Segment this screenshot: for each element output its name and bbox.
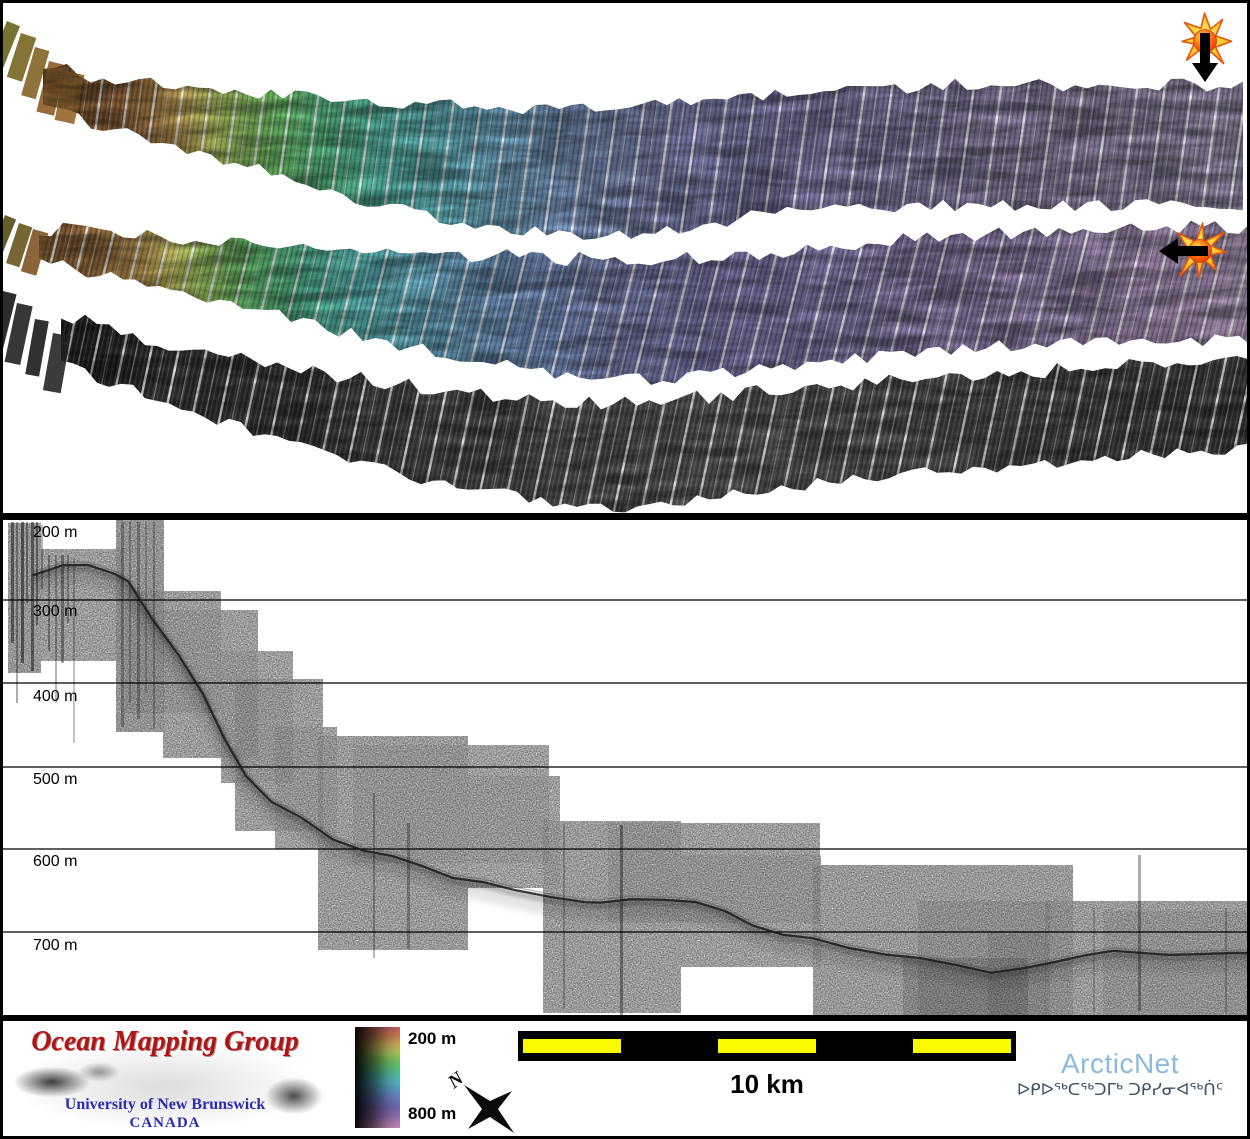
- bathymetry-swath-middle-fragment: [6, 223, 33, 268]
- scale-bar: [518, 1031, 1016, 1061]
- scale-bar-segment-5: [913, 1039, 1011, 1053]
- omg-title: Ocean Mapping Group: [31, 1026, 299, 1057]
- depth-label-200m: 200 m: [33, 524, 78, 541]
- sun-illumination-down-icon: [1181, 12, 1233, 82]
- scale-bar-label: 10 km: [730, 1069, 804, 1099]
- bathymetry-swath-upper-fragment: [3, 20, 20, 75]
- bathymetry-panel: [3, 12, 1247, 513]
- depth-label-300m: 300 m: [33, 603, 78, 620]
- north-arrow-star: [464, 1085, 514, 1133]
- depth-label-600m: 600 m: [33, 853, 78, 870]
- bathymetry-swath-upper-fragment: [21, 47, 50, 100]
- colorbar-top-label: 200 m: [408, 1029, 457, 1048]
- scale-bar-segment-4: [815, 1039, 914, 1053]
- depth-label-500m: 500 m: [33, 771, 78, 788]
- scale-bar-segment-1: [523, 1039, 621, 1053]
- depth-label-400m: 400 m: [33, 688, 78, 705]
- arcticnet-inuktitut-name: ᐅᑭᐅᖅᑕᖅᑐᒥᒃ ᑐᑭᓯᓂᐊᖅᑏᑦ: [1016, 1080, 1224, 1101]
- subbottom-profile-panel: [3, 513, 1247, 1015]
- legend-bar: Ocean Mapping Group University of New Br…: [3, 1015, 1247, 1136]
- sun-illumination-left-icon: [1159, 222, 1227, 279]
- panel-divider-top: [3, 513, 1247, 520]
- arcticnet-title: ArcticNet: [1060, 1048, 1180, 1079]
- depth-label-700m: 700 m: [33, 937, 78, 954]
- scale-bar-segment-3: [718, 1039, 816, 1053]
- sun-illumination-icons: [1159, 12, 1233, 279]
- backscatter-swath-fragment: [4, 303, 33, 366]
- bathymetry-swath-middle-fragment: [3, 215, 17, 257]
- bathymetry-swath-upper-fragment: [6, 33, 37, 82]
- backscatter-swath-fragment: [3, 291, 17, 349]
- ocean-mapping-group-logo: Ocean Mapping Group University of New Br…: [4, 1024, 326, 1136]
- colorbar-bottom-label: 800 m: [408, 1104, 457, 1123]
- north-arrow: N: [443, 1067, 514, 1133]
- scale-bar-segment-2: [620, 1039, 719, 1053]
- swath-texture-noise: [39, 64, 1247, 513]
- omg-university: University of New Brunswick: [64, 1096, 266, 1113]
- north-label: N: [443, 1067, 469, 1093]
- backscatter-swath-fragment: [25, 319, 49, 377]
- omg-country: CANADA: [129, 1115, 201, 1131]
- depth-colorbar: [355, 1027, 400, 1128]
- seafloor-reflector-trace: [30, 561, 1247, 992]
- depth-gridlines: [3, 599, 1247, 933]
- arcticnet-logo: ArcticNet ᐅᑭᐅᖅᑕᖅᑐᒥᒃ ᑐᑭᓯᓂᐊᖅᑏᑦ: [991, 1048, 1247, 1101]
